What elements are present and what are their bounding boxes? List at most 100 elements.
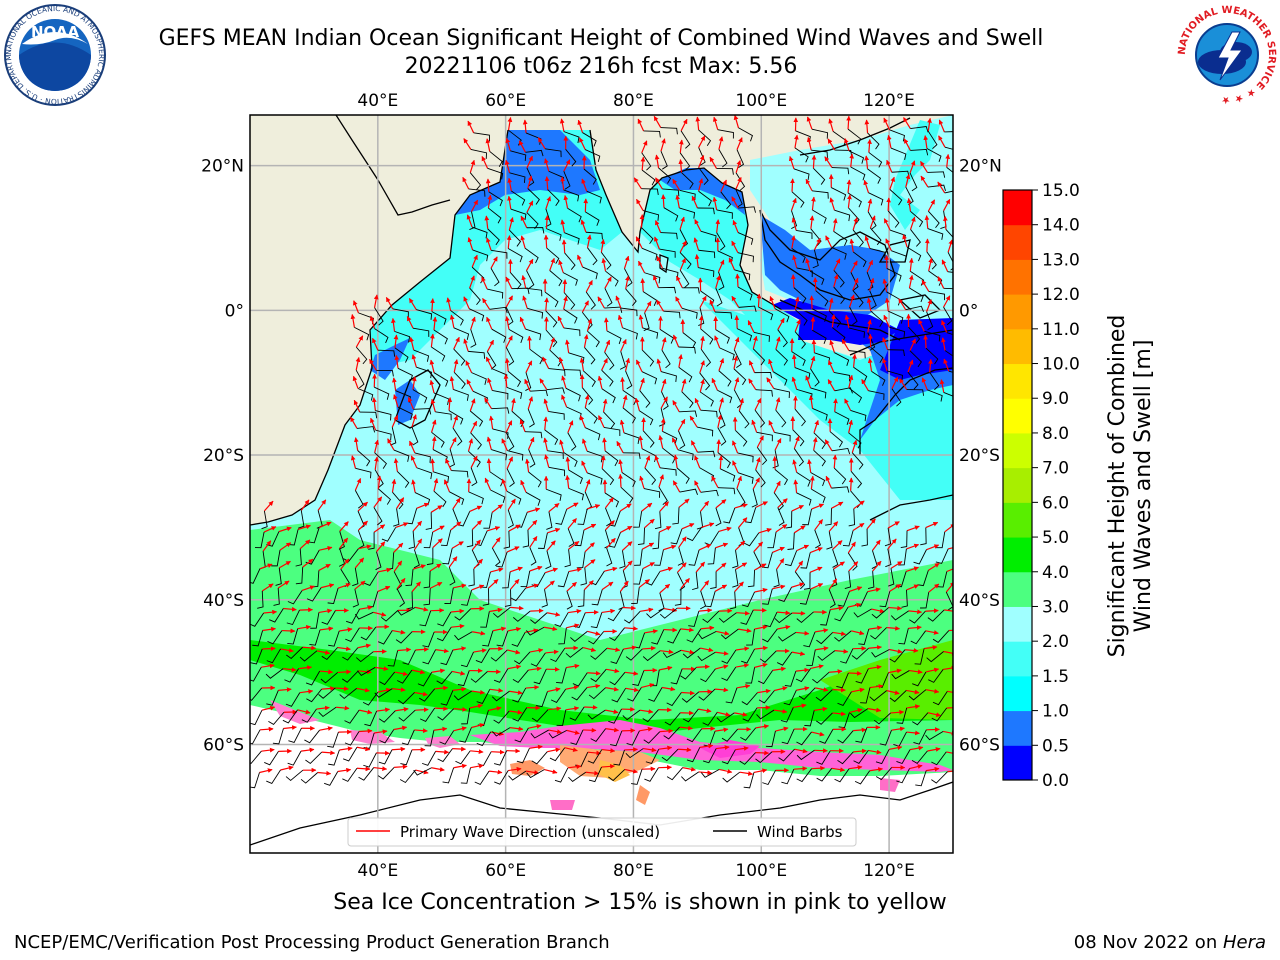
wave-direction-arrow (924, 238, 930, 252)
wind-barb (943, 392, 953, 397)
wind-barb (375, 429, 392, 441)
wave-direction-arrow (377, 585, 391, 592)
wave-direction-arrow (885, 238, 892, 251)
wind-barb (698, 167, 709, 186)
wave-direction-arrow (791, 354, 797, 368)
wind-barb (468, 491, 484, 505)
wave-direction-arrow (636, 198, 644, 211)
wind-barb (849, 306, 858, 326)
wave-direction-arrow (867, 198, 873, 212)
wind-barb (738, 305, 757, 312)
wave-direction-arrow (809, 355, 816, 369)
wave-direction-arrow (718, 455, 724, 469)
wave-direction-arrow (393, 394, 399, 408)
wind-barb (603, 426, 621, 436)
wave-direction-arrow (452, 415, 459, 429)
wave-direction-arrow (432, 525, 445, 533)
wind-barb (927, 171, 946, 178)
wave-direction-arrow (466, 214, 473, 228)
wind-barb (601, 388, 616, 404)
wave-direction-arrow (637, 118, 645, 132)
wind-barb (600, 252, 612, 270)
wave-direction-arrow (884, 297, 890, 312)
wave-direction-arrow (752, 335, 758, 349)
wave-direction-arrow (810, 316, 816, 331)
wave-direction-arrow (453, 359, 459, 373)
wind-barb (794, 331, 807, 349)
wave-direction-arrow (889, 583, 902, 592)
wave-direction-arrow (430, 458, 436, 472)
wind-barb (583, 168, 597, 185)
wind-barb (566, 591, 573, 610)
wave-direction-arrow (491, 504, 503, 513)
wave-direction-arrow (544, 215, 550, 229)
wind-barb (581, 312, 593, 330)
wind-barb (471, 372, 487, 385)
wind-barb (525, 431, 543, 439)
wave-direction-arrow (661, 337, 667, 351)
wind-barb (870, 227, 882, 246)
wind-barb (907, 371, 919, 390)
wave-direction-arrow (337, 669, 352, 675)
wave-direction-arrow (507, 177, 513, 192)
wind-barb (910, 210, 924, 228)
wave-direction-arrow (622, 541, 633, 551)
wind-barb (697, 450, 716, 458)
wind-barb (762, 588, 773, 605)
wind-barb (927, 609, 945, 622)
wave-direction-arrow (393, 542, 404, 553)
wave-direction-arrow (695, 561, 706, 573)
wind-barb (506, 490, 522, 505)
wave-direction-arrow (849, 586, 863, 592)
wave-direction-arrow (470, 455, 478, 468)
wave-direction-arrow (772, 584, 786, 590)
wind-barb (620, 486, 634, 504)
wind-barb (774, 432, 791, 442)
wave-direction-arrow (941, 259, 949, 272)
wind-barb (677, 430, 686, 449)
wave-direction-arrow (301, 585, 315, 592)
wind-barb (433, 372, 449, 387)
wind-barb (433, 329, 448, 345)
wind-barb (546, 488, 562, 501)
wind-barb (503, 531, 510, 549)
wave-direction-arrow (827, 379, 836, 392)
wind-barb (601, 369, 614, 387)
wind-barb (928, 210, 940, 229)
wave-direction-arrow (844, 314, 850, 329)
wind-barb (885, 548, 892, 568)
wind-barb (735, 189, 743, 208)
wave-direction-arrow (415, 707, 429, 713)
wave-direction-arrow (600, 455, 606, 469)
wave-direction-arrow (355, 356, 361, 371)
wave-direction-arrow (701, 522, 715, 528)
colorbar: 0.0 0.5 1.0 1.5 2.0 3.0 4.0 5.0 6.0 7.0 8.0 9.0 10.0… (1002, 181, 1080, 791)
wave-direction-arrow (812, 437, 818, 451)
wave-direction-arrow (463, 338, 469, 352)
wave-direction-arrow (927, 117, 932, 132)
wave-direction-arrow (447, 397, 453, 411)
wave-direction-arrow (715, 219, 721, 233)
wind-barb (587, 472, 603, 485)
wave-direction-arrow (339, 537, 349, 549)
wave-direction-arrow (656, 299, 665, 312)
wind-barb (607, 607, 623, 622)
wave-direction-arrow (777, 317, 785, 330)
wind-barb (568, 469, 583, 484)
wind-barb (451, 470, 469, 478)
wave-direction-arrow (620, 376, 625, 391)
wind-barb (563, 189, 580, 202)
wave-direction-arrow (487, 194, 493, 209)
colorbar-tick-label: 9.0 (1042, 389, 1069, 409)
wave-direction-arrow (793, 395, 798, 410)
wind-barb (773, 569, 780, 588)
wind-barb (920, 592, 930, 609)
wave-direction-arrow (698, 155, 705, 168)
wind-barb (357, 530, 365, 549)
colorbar-segment (1003, 675, 1032, 712)
wind-barb (309, 629, 321, 646)
wave-direction-arrow (504, 159, 511, 173)
wave-direction-arrow (678, 747, 692, 753)
wind-barb (686, 527, 702, 542)
wind-barb (688, 610, 700, 627)
